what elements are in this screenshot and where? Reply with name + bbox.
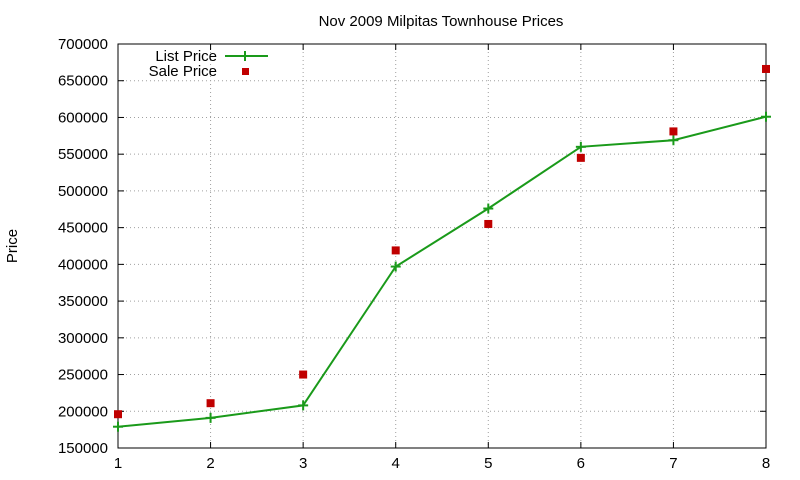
y-tick-label: 600000 <box>58 109 108 126</box>
y-tick-label: 450000 <box>58 220 108 237</box>
list-price-point <box>390 261 401 272</box>
sale-price-point <box>669 127 678 136</box>
list-price-point <box>298 400 309 411</box>
series-layer <box>113 64 771 432</box>
x-tick-label: 4 <box>392 455 400 472</box>
y-tick-label: 700000 <box>58 36 108 53</box>
x-tick-label: 2 <box>206 455 214 472</box>
y-tick-label: 500000 <box>58 183 108 200</box>
list-price-point <box>575 141 586 152</box>
y-tick-label: 200000 <box>58 403 108 420</box>
sale-price-point <box>576 153 585 162</box>
sale-price-point <box>299 370 308 379</box>
sale-price-point <box>114 410 122 419</box>
list-price-point <box>483 203 494 214</box>
list-price-point <box>761 111 771 122</box>
legend: List Price Sale Price <box>149 48 268 80</box>
sale-price-point <box>484 219 493 228</box>
legend-label-sale-price: Sale Price <box>149 63 217 80</box>
y-tick-label: 300000 <box>58 330 108 347</box>
x-tick-label: 7 <box>669 455 677 472</box>
sale-price-point <box>762 64 770 73</box>
axis-ticks: 1500002000002500003000003500004000004500… <box>58 36 770 472</box>
list-price-point <box>668 135 679 146</box>
list-price-point <box>205 412 216 423</box>
y-tick-label: 250000 <box>58 367 108 384</box>
series-line-list-price <box>117 115 767 428</box>
sale-price-point <box>206 399 215 408</box>
list-price-point <box>113 421 123 432</box>
x-tick-label: 1 <box>114 455 122 472</box>
legend-marker-sale-price <box>242 68 249 75</box>
x-tick-label: 3 <box>299 455 307 472</box>
plot-frame <box>117 43 767 449</box>
legend-marker-list-price <box>240 51 250 61</box>
x-tick-label: 5 <box>484 455 492 472</box>
y-tick-label: 650000 <box>58 73 108 90</box>
y-tick-label: 550000 <box>58 146 108 163</box>
y-axis-label: Price <box>4 229 21 263</box>
grid <box>118 44 766 448</box>
x-tick-label: 8 <box>762 455 770 472</box>
y-tick-label: 400000 <box>58 256 108 273</box>
y-tick-label: 350000 <box>58 293 108 310</box>
chart-title: Nov 2009 Milpitas Townhouse Prices <box>319 13 564 30</box>
y-tick-label: 150000 <box>58 440 108 457</box>
x-tick-label: 6 <box>577 455 585 472</box>
legend-label-list-price: List Price <box>155 48 217 65</box>
sale-price-point <box>391 246 400 255</box>
